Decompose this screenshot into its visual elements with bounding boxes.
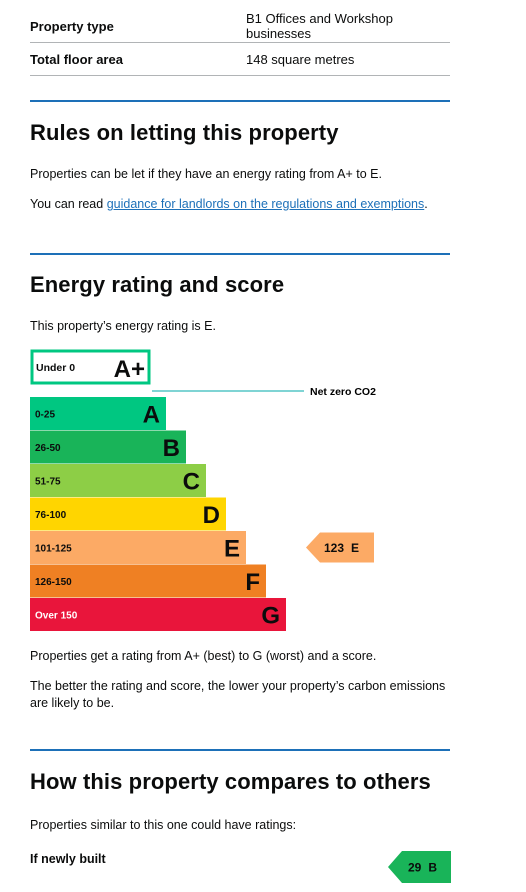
summary-key: Property type <box>30 18 114 34</box>
current-rating-arrow <box>306 532 374 563</box>
energy-outro-2: The better the rating and score, the low… <box>30 679 446 710</box>
current-rating-text: 123 E <box>324 541 359 555</box>
letting-heading: Rules on letting this property <box>30 120 339 145</box>
band-c <box>30 464 206 497</box>
band-letter: D <box>203 502 220 529</box>
energy-intro: This property’s energy rating is E. <box>30 319 216 333</box>
band-range-label: 26-50 <box>35 443 61 454</box>
net-zero-label: Net zero CO2 <box>310 386 376 398</box>
newly-built-score: 29 <box>408 861 422 875</box>
newly-built-label: If newly built <box>30 852 106 866</box>
energy-heading: Energy rating and score <box>30 272 285 297</box>
summary-row-property-type: Property type B1 Offices and Workshop bu… <box>30 10 450 43</box>
energy-outro-1: Properties get a rating from A+ (best) t… <box>30 649 377 663</box>
band-range-label: Under 0 <box>36 362 75 374</box>
current-rating-marker: 123 E <box>306 532 374 563</box>
band-letter: E <box>224 536 240 563</box>
band-letter: F <box>245 569 260 596</box>
newly-built-rating-text: 29 B <box>408 861 437 875</box>
section-divider <box>30 749 450 751</box>
band-range-label: 101-125 <box>35 544 72 555</box>
summary-row-floor-area: Total floor area 148 square metres <box>30 43 450 76</box>
newly-built-arrow <box>388 851 451 883</box>
band-range-label: 126-150 <box>35 577 72 588</box>
summary-key: Total floor area <box>30 51 123 67</box>
guidance-link[interactable]: guidance for landlords on the regulation… <box>106 197 425 211</box>
band-aplus <box>30 349 151 385</box>
newly-built-band: B <box>428 861 437 875</box>
section-divider <box>30 253 450 255</box>
letting-paragraph: Properties can be let if they have an en… <box>30 167 382 181</box>
band-range-label: 76-100 <box>35 510 67 521</box>
property-summary: Property type B1 Offices and Workshop bu… <box>30 10 450 76</box>
band-letter: A+ <box>114 356 145 383</box>
band-letter: B <box>163 435 180 462</box>
band-f <box>30 564 266 598</box>
compare-heading: How this property compares to others <box>30 769 431 794</box>
letting-guidance-paragraph: You can read guidance for landlords on t… <box>30 196 450 213</box>
summary-value: B1 Offices and Workshop businesses <box>246 11 393 41</box>
band-range-label: 0-25 <box>35 410 55 421</box>
band-letter: C <box>183 469 200 496</box>
current-rating-band: E <box>351 541 359 555</box>
rating-bands: Under 0 A+ 0-25 A 26-50 B 51-75 C 76-100 D 101-125… <box>30 349 286 631</box>
band-letter: G <box>261 603 280 630</box>
summary-value: 148 square metres <box>246 51 355 67</box>
guidance-suffix: . <box>424 197 428 211</box>
band-b <box>30 430 186 464</box>
band-e <box>30 531 246 564</box>
band-d <box>30 497 226 531</box>
band-a <box>30 397 166 430</box>
band-range-label: Over 150 <box>35 611 78 622</box>
guidance-prefix: You can read <box>30 197 107 211</box>
newly-built-rating-marker: 29 B <box>388 851 451 883</box>
current-rating-score: 123 <box>324 541 344 555</box>
band-letter: A <box>143 402 160 429</box>
compare-intro: Properties similar to this one could hav… <box>30 818 297 832</box>
section-divider <box>30 100 450 102</box>
band-g <box>30 598 286 631</box>
band-range-label: 51-75 <box>35 477 61 488</box>
